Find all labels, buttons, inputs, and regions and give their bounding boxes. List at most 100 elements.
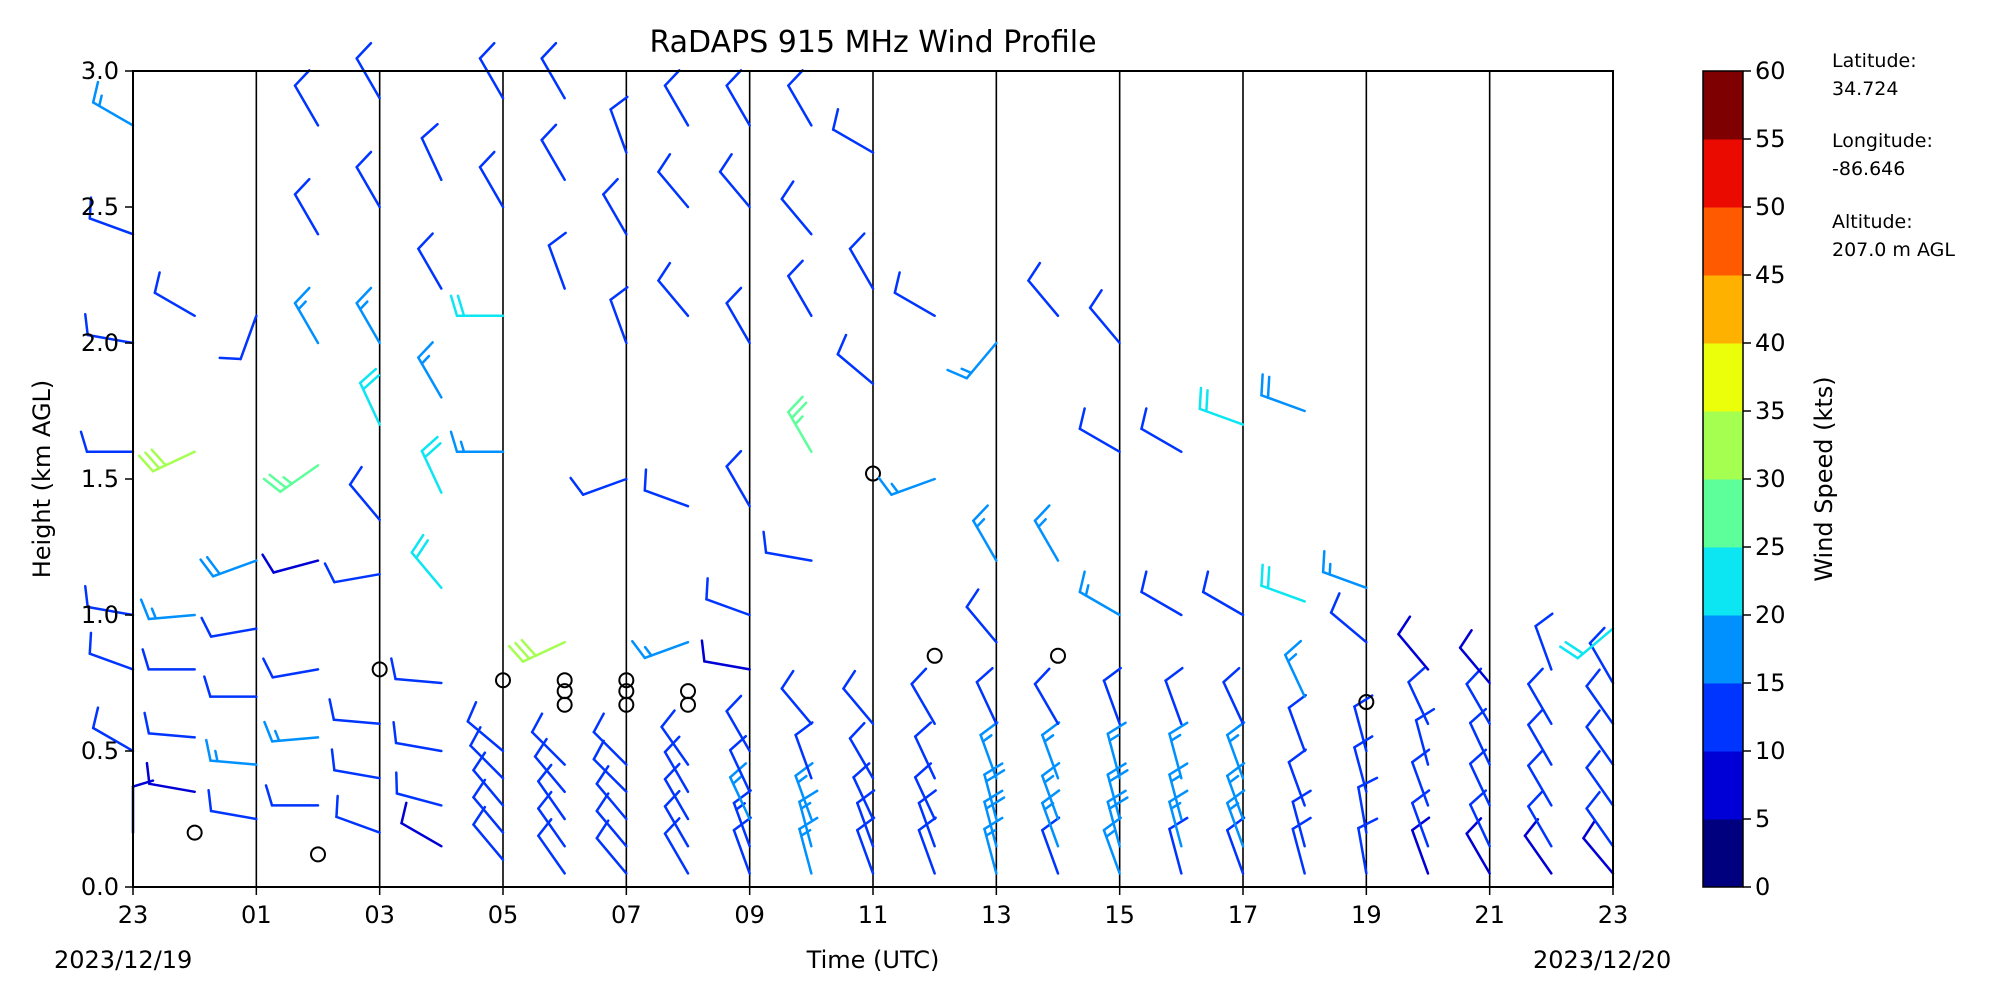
colorbar-tick-label: 0 xyxy=(1755,873,1770,901)
wind-barb xyxy=(657,261,690,318)
colorbar-tick-label: 35 xyxy=(1755,397,1786,425)
barb-staff xyxy=(848,247,875,290)
barb-staff xyxy=(420,136,443,182)
wind-barb xyxy=(798,816,819,875)
barb-full-feather xyxy=(1140,570,1148,594)
barb-staff xyxy=(1585,684,1615,726)
barb-staff xyxy=(469,744,505,780)
wind-barb xyxy=(1198,386,1245,426)
barb-full-feather xyxy=(145,761,151,786)
barb-full-feather xyxy=(390,657,397,681)
barb-full-feather xyxy=(1527,789,1544,808)
x-tick-label: 21 xyxy=(1474,901,1505,929)
wind-barb xyxy=(1321,549,1368,590)
barb-full-feather xyxy=(609,95,629,111)
wind-barb xyxy=(663,817,690,875)
calm-wind-circle xyxy=(371,661,388,678)
barb-staff xyxy=(856,828,875,875)
barb-full-feather xyxy=(1283,639,1303,657)
barb-full-feather xyxy=(537,818,553,837)
x-tick-label: 09 xyxy=(734,901,765,929)
barb-half-feather xyxy=(731,775,743,785)
barb-staff xyxy=(657,170,690,209)
end-date-label: 2023/12/20 xyxy=(1533,946,1671,974)
wind-barb xyxy=(725,69,751,127)
y-tick-label: 2.5 xyxy=(81,193,119,221)
barb-half-feather xyxy=(794,415,804,426)
wind-barb xyxy=(84,585,135,617)
barb-full-feather xyxy=(293,69,311,87)
barb-full-feather xyxy=(1033,667,1051,686)
wind-barb xyxy=(1527,708,1553,766)
barb-full-feather xyxy=(1260,563,1264,587)
barb-full-feather xyxy=(547,231,567,247)
barb-staff xyxy=(718,170,751,209)
colorbar-tick-label: 50 xyxy=(1755,193,1786,221)
barb-half-feather xyxy=(1043,734,1055,743)
barb-full-feather xyxy=(910,667,928,686)
wind-barb xyxy=(400,801,443,848)
barb-full-feather xyxy=(88,631,93,655)
wind-barb xyxy=(205,738,258,766)
barb-staff xyxy=(581,477,628,496)
x-tick-label: 19 xyxy=(1351,901,1382,929)
wind-barb xyxy=(1164,666,1184,726)
barb-staff xyxy=(355,165,381,209)
barb-full-feather xyxy=(780,180,795,201)
wind-barb xyxy=(780,180,813,236)
barb-full-feather xyxy=(732,789,752,805)
barb-staff xyxy=(540,57,566,100)
barb-staff xyxy=(1411,760,1430,807)
wind-barb xyxy=(842,669,875,726)
barb-full-feather xyxy=(205,555,221,576)
barb-full-feather xyxy=(1585,709,1601,729)
wind-barb xyxy=(1168,789,1189,848)
barb-staff xyxy=(893,291,936,318)
wind-barb xyxy=(1287,748,1307,807)
barb-staff xyxy=(293,193,320,236)
barb-full-feather xyxy=(657,153,672,174)
barb-staff xyxy=(703,660,751,671)
wind-barb xyxy=(983,789,1006,848)
barb-full-feather xyxy=(831,108,840,131)
wind-barb xyxy=(137,448,196,473)
barb-full-feather xyxy=(1226,721,1246,737)
barb-full-feather xyxy=(1458,629,1473,650)
wind-barb xyxy=(1226,721,1246,780)
barb-staff xyxy=(1291,827,1306,875)
barb-half-feather xyxy=(1084,584,1090,597)
barb-full-feather xyxy=(1088,289,1103,310)
barb-full-feather xyxy=(348,465,363,486)
wind-barb xyxy=(725,449,751,508)
barb-staff xyxy=(787,274,813,318)
colorbar-tick-label: 30 xyxy=(1755,465,1786,493)
barb-full-feather xyxy=(449,294,459,318)
barb-staff xyxy=(1527,764,1553,807)
barb-full-feather xyxy=(842,669,857,690)
vertical-grid-lines xyxy=(255,71,1491,887)
barb-staff xyxy=(852,776,875,821)
wind-barb xyxy=(449,294,505,318)
wind-barb xyxy=(420,122,443,182)
barb-full-feather xyxy=(537,763,553,783)
barb-staff xyxy=(913,735,936,780)
barb-full-feather xyxy=(410,533,425,554)
wind-barb xyxy=(330,748,381,780)
barb-staff xyxy=(917,801,936,848)
barb-staff xyxy=(1027,279,1060,318)
wind-barb xyxy=(725,694,751,753)
wind-barb xyxy=(84,313,135,345)
barb-full-feather xyxy=(1559,645,1580,660)
x-tick-label: 13 xyxy=(981,901,1012,929)
barb-full-feather xyxy=(1527,667,1544,686)
barb-staff xyxy=(663,832,690,875)
barb-full-feather xyxy=(91,80,100,104)
wind-barb xyxy=(979,721,999,780)
x-axis-label: Time (UTC) xyxy=(806,946,940,974)
wind-barb xyxy=(262,464,320,494)
wind-barb xyxy=(199,555,258,578)
wind-barb xyxy=(88,631,135,671)
barb-staff xyxy=(609,298,628,345)
wind-barb xyxy=(1106,721,1127,780)
colorbar-tick-label: 15 xyxy=(1755,669,1786,697)
